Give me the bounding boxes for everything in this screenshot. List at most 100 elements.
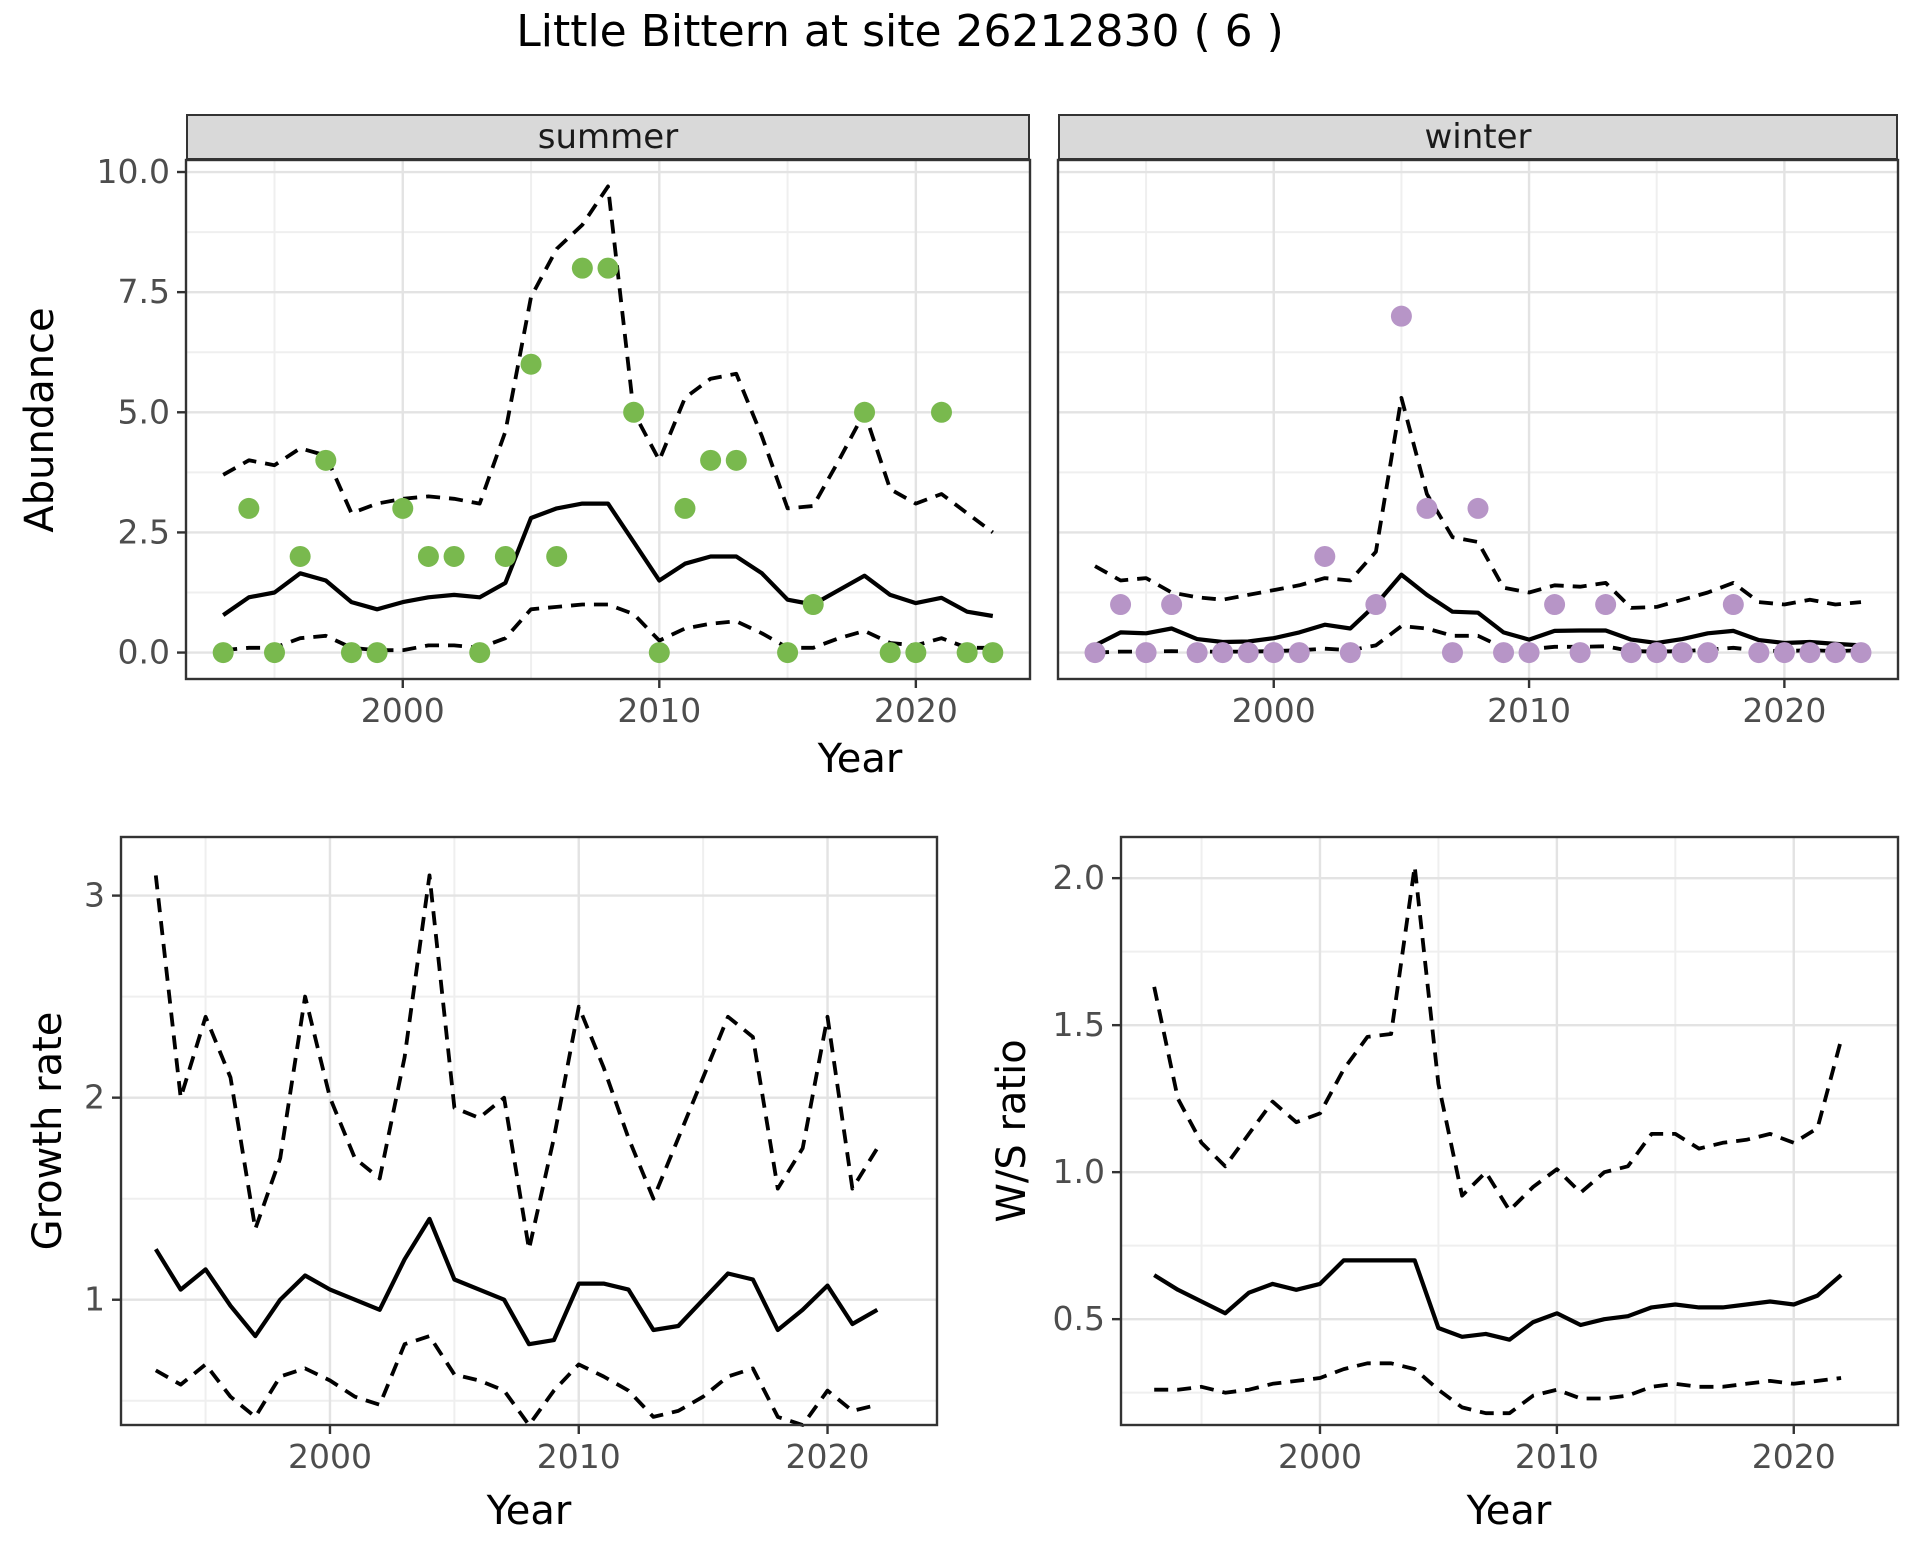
observation-dot-winter-2003 <box>1339 642 1361 664</box>
panel-bg-growth <box>121 837 937 1425</box>
y-tick-label-summer-10: 10.0 <box>97 152 170 191</box>
observation-dot-winter-2008 <box>1467 497 1489 519</box>
facet-strip-winter: winter <box>1058 114 1898 160</box>
observation-dot-summer-2003 <box>469 642 491 664</box>
panel-border-growth <box>119 835 939 1427</box>
x-tick-label-winter-2010: 2010 <box>1487 691 1571 730</box>
observation-dot-summer-1999 <box>366 642 388 664</box>
observation-dot-summer-2018 <box>854 401 876 423</box>
y-tick-label-ws-1.5: 1.5 <box>1053 1005 1105 1044</box>
x-tick-label-summer-2000: 2000 <box>361 691 445 730</box>
observation-dot-winter-2009 <box>1493 642 1515 664</box>
series-median-growth <box>154 1216 879 1347</box>
facet-strip-summer-label: summer <box>537 117 679 157</box>
observation-dot-summer-2022 <box>956 642 978 664</box>
observation-dot-summer-2012 <box>700 449 722 471</box>
y-tick-label-summer-5: 5.0 <box>118 392 170 431</box>
series-upper-95-ci-growth <box>153 873 879 1252</box>
observation-dot-winter-2023 <box>1850 642 1872 664</box>
observation-dot-summer-2001 <box>417 545 439 567</box>
observation-dot-winter-1993 <box>1084 642 1106 664</box>
series-lower-95-ci-ws <box>1154 1361 1842 1416</box>
facet-strip-summer: summer <box>186 114 1030 160</box>
observation-dot-summer-2021 <box>930 401 952 423</box>
x-tick-label-growth-2000: 2000 <box>288 1437 372 1476</box>
observation-dot-summer-2016 <box>802 594 824 616</box>
observation-dot-winter-2020 <box>1773 642 1795 664</box>
y-tick-label-growth-3: 3 <box>84 876 105 915</box>
y-tick-label-summer-0: 0.0 <box>118 633 170 672</box>
observation-dot-winter-2007 <box>1441 642 1463 664</box>
observation-dot-winter-2011 <box>1544 594 1566 616</box>
observation-dot-winter-2012 <box>1569 642 1591 664</box>
observation-dot-winter-2015 <box>1646 642 1668 664</box>
observation-dot-winter-2017 <box>1697 642 1719 664</box>
facet-strip-winter-label: winter <box>1424 117 1532 157</box>
y-tick-label-summer-2.5: 2.5 <box>118 512 170 551</box>
observation-dot-summer-2006 <box>546 545 568 567</box>
panel-bg-winter <box>1058 160 1898 679</box>
year-axis-title-bottom-right: Year <box>1466 1488 1552 1534</box>
x-tick-label-ws-2020: 2020 <box>1752 1437 1836 1476</box>
observation-dot-summer-1996 <box>289 545 311 567</box>
observation-dot-summer-2020 <box>905 642 927 664</box>
x-tick-label-winter-2000: 2000 <box>1232 691 1316 730</box>
observation-dot-summer-2011 <box>674 497 696 519</box>
observation-dot-summer-2013 <box>725 449 747 471</box>
series-lower-95-ci-growth <box>154 1334 878 1427</box>
page-title: Little Bittern at site 26212830 ( 6 ) <box>516 6 1284 57</box>
observation-dot-winter-2006 <box>1416 497 1438 519</box>
observation-dot-summer-1994 <box>238 497 260 519</box>
panel-border-summer <box>184 158 1032 681</box>
panel-border-ws <box>1119 835 1900 1427</box>
x-tick-label-growth-2020: 2020 <box>786 1437 870 1476</box>
observation-dot-winter-2000 <box>1263 642 1285 664</box>
observation-dot-winter-2002 <box>1314 545 1336 567</box>
observation-dot-summer-2019 <box>879 642 901 664</box>
panel-border-winter <box>1056 158 1900 681</box>
y-tick-label-growth-1: 1 <box>84 1280 105 1319</box>
observation-dot-winter-2021 <box>1799 642 1821 664</box>
x-tick-label-summer-2020: 2020 <box>874 691 958 730</box>
y-tick-label-growth-2: 2 <box>84 1078 105 1117</box>
x-tick-label-ws-2010: 2010 <box>1515 1437 1599 1476</box>
observation-dot-summer-1993 <box>212 642 234 664</box>
observation-dot-summer-2015 <box>777 642 799 664</box>
observation-dot-winter-2019 <box>1748 642 1770 664</box>
series-median-ws <box>1153 1258 1843 1342</box>
panel-bg-ws <box>1121 837 1898 1425</box>
year-axis-title-bottom-left: Year <box>486 1488 572 1534</box>
observation-dot-winter-2010 <box>1518 642 1540 664</box>
observation-dot-winter-1998 <box>1212 642 1234 664</box>
observation-dot-summer-2023 <box>982 642 1004 664</box>
x-tick-label-growth-2010: 2010 <box>537 1437 621 1476</box>
observation-dot-summer-2000 <box>392 497 414 519</box>
x-tick-label-ws-2000: 2000 <box>1278 1437 1362 1476</box>
observation-dot-summer-2008 <box>597 257 619 279</box>
x-tick-label-summer-2010: 2010 <box>617 691 701 730</box>
x-tick-label-winter-2020: 2020 <box>1742 691 1826 730</box>
observation-dot-winter-1999 <box>1237 642 1259 664</box>
observation-dot-winter-1997 <box>1186 642 1208 664</box>
observation-dot-winter-2016 <box>1671 642 1693 664</box>
observation-dot-summer-1998 <box>340 642 362 664</box>
observation-dot-summer-2010 <box>648 642 670 664</box>
y-tick-label-ws-0.5: 0.5 <box>1053 1299 1105 1338</box>
observation-dot-winter-2013 <box>1595 594 1617 616</box>
series-upper-95-ci-winter <box>1094 396 1862 610</box>
observation-dot-winter-2005 <box>1390 305 1412 327</box>
observation-dot-summer-1995 <box>264 642 286 664</box>
observation-dot-winter-1995 <box>1135 642 1157 664</box>
series-upper-95-ci-ws <box>1152 864 1843 1213</box>
y-tick-label-summer-7.5: 7.5 <box>118 272 170 311</box>
observation-dot-summer-2004 <box>494 545 516 567</box>
y-tick-label-ws-2: 2.0 <box>1053 858 1105 897</box>
observation-dot-winter-2004 <box>1365 594 1387 616</box>
observation-dot-winter-1994 <box>1110 594 1132 616</box>
series-median-summer <box>222 501 994 619</box>
observation-dot-winter-2018 <box>1722 594 1744 616</box>
observation-dot-summer-2005 <box>520 353 542 375</box>
observation-dot-summer-2009 <box>623 401 645 423</box>
